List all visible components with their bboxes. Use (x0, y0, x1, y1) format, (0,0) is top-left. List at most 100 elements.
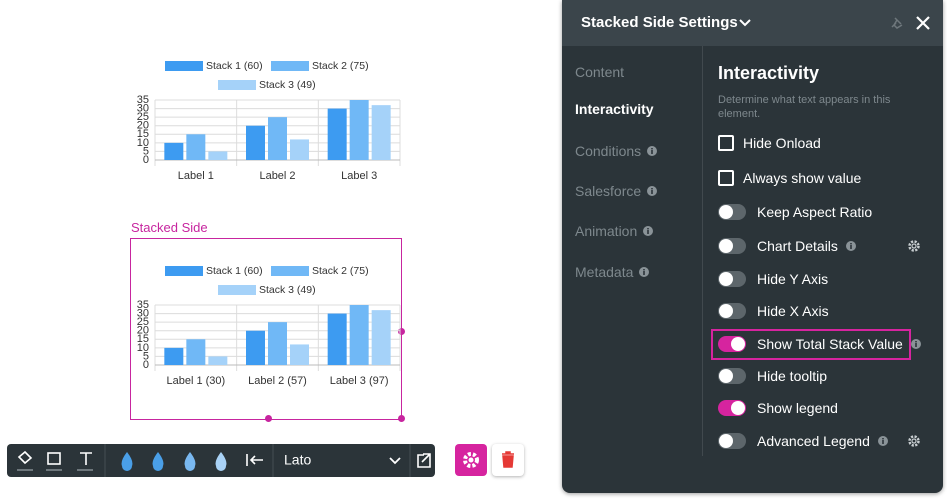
info-mark (643, 271, 646, 275)
panel-title[interactable]: Stacked Side Settings (581, 14, 738, 31)
y-tick-label: 35 (137, 299, 149, 311)
toggle-knob (719, 434, 733, 448)
option-label: Hide Onload (743, 135, 821, 151)
align-icon[interactable] (246, 454, 263, 466)
settings-button[interactable] (455, 444, 487, 476)
delete-button[interactable] (492, 444, 524, 476)
gear-icon (463, 452, 479, 468)
toggle[interactable] (718, 271, 746, 287)
checkbox[interactable] (718, 170, 734, 186)
bar (327, 108, 347, 160)
nav-label: Salesforce (575, 183, 642, 199)
pin-icon[interactable] (888, 15, 904, 31)
info-icon (877, 436, 888, 446)
nav-item[interactable]: Animation (575, 223, 654, 239)
gear-hole (911, 438, 917, 444)
option-row: Advanced Legend (715, 427, 925, 455)
y-tick-label: 30 (137, 307, 149, 319)
resize-handle[interactable] (398, 328, 405, 335)
info-mark (914, 343, 917, 347)
divider (702, 46, 703, 456)
option-label: Hide Y Axis (757, 271, 829, 287)
option-row: Hide tooltip (715, 362, 925, 390)
bar (371, 105, 391, 160)
text-icon[interactable] (80, 452, 92, 465)
legend-swatch (165, 61, 203, 71)
nav-label: Content (575, 64, 625, 80)
toggle[interactable] (718, 238, 746, 254)
bar (349, 100, 369, 160)
settings-panel: Stacked Side Settings Interactivity Dete… (562, 0, 943, 493)
info-mark (647, 230, 650, 234)
gear-hole (911, 243, 917, 249)
legend-label: Stack 2 (75) (312, 265, 369, 277)
legend-label: Stack 1 (60) (206, 60, 263, 72)
toggle[interactable] (718, 336, 746, 352)
bar (349, 305, 369, 365)
toggle[interactable] (718, 433, 746, 449)
option-label: Always show value (743, 170, 862, 186)
gear-icon[interactable] (907, 239, 921, 253)
legend-label: Stack 1 (60) (206, 265, 263, 277)
chevron[interactable] (738, 16, 752, 30)
y-tick-label: 10 (137, 137, 149, 149)
font-select[interactable]: Lato (284, 452, 311, 468)
toggle-knob (719, 205, 733, 219)
legend-label: Stack 2 (75) (312, 60, 369, 72)
gear-icon[interactable] (907, 434, 921, 448)
info-mark (651, 148, 653, 150)
y-tick-label: 5 (143, 145, 149, 157)
nav-item[interactable]: Conditions (575, 143, 658, 159)
y-tick-label: 25 (137, 316, 149, 328)
info-icon (910, 339, 921, 349)
panel-header: Stacked Side Settings (562, 0, 943, 46)
checkbox[interactable] (718, 135, 734, 151)
x-tick-label: Label 2 (57) (248, 375, 307, 387)
bar (290, 344, 309, 365)
toggle[interactable] (718, 368, 746, 384)
y-tick-label: 25 (137, 111, 149, 123)
legend-label: Stack 3 (49) (259, 79, 316, 91)
toggle[interactable] (718, 303, 746, 319)
info-wrap (637, 226, 654, 236)
option-label: Show legend (757, 400, 838, 416)
info-mark (882, 438, 884, 440)
bar (208, 356, 228, 365)
option-row: Hide X Axis (715, 297, 925, 325)
opacity-icon[interactable] (215, 452, 227, 471)
section-description: Determine what text appears in this elem… (718, 94, 891, 120)
resize-handle[interactable] (265, 415, 272, 422)
info-mark (651, 150, 653, 154)
x-tick-label: Label 1 (178, 170, 214, 182)
opacity-icon[interactable] (184, 452, 196, 471)
fill-icon[interactable] (17, 450, 33, 465)
resize-handle[interactable] (398, 415, 405, 422)
open-icon[interactable] (417, 453, 431, 468)
gear-ring (908, 435, 920, 447)
nav-item[interactable]: Interactivity (575, 101, 654, 117)
opacity-icon[interactable] (121, 452, 133, 471)
toggle-knob (719, 369, 733, 383)
legend-swatch (218, 80, 256, 90)
info-mark (850, 243, 852, 245)
nav-item[interactable]: Salesforce (575, 183, 658, 199)
close-icon[interactable] (914, 14, 932, 32)
opacity-icon[interactable] (152, 452, 164, 471)
nav-item[interactable]: Metadata (575, 264, 650, 280)
info-mark (651, 190, 653, 194)
x-tick-label: Label 2 (259, 170, 295, 182)
option-row: Show legend (715, 394, 925, 422)
toggle[interactable] (718, 204, 746, 220)
bar (371, 310, 391, 365)
toggle[interactable] (718, 400, 746, 416)
info-wrap (641, 146, 658, 156)
option-row: Show Total Stack Value (711, 329, 925, 360)
border-icon[interactable] (47, 452, 61, 465)
nav-item[interactable]: Content (575, 64, 624, 80)
y-tick-label: 10 (137, 342, 149, 354)
info-icon (639, 267, 650, 277)
legend-swatch (271, 266, 309, 276)
option-row: Hide Onload (715, 129, 925, 157)
